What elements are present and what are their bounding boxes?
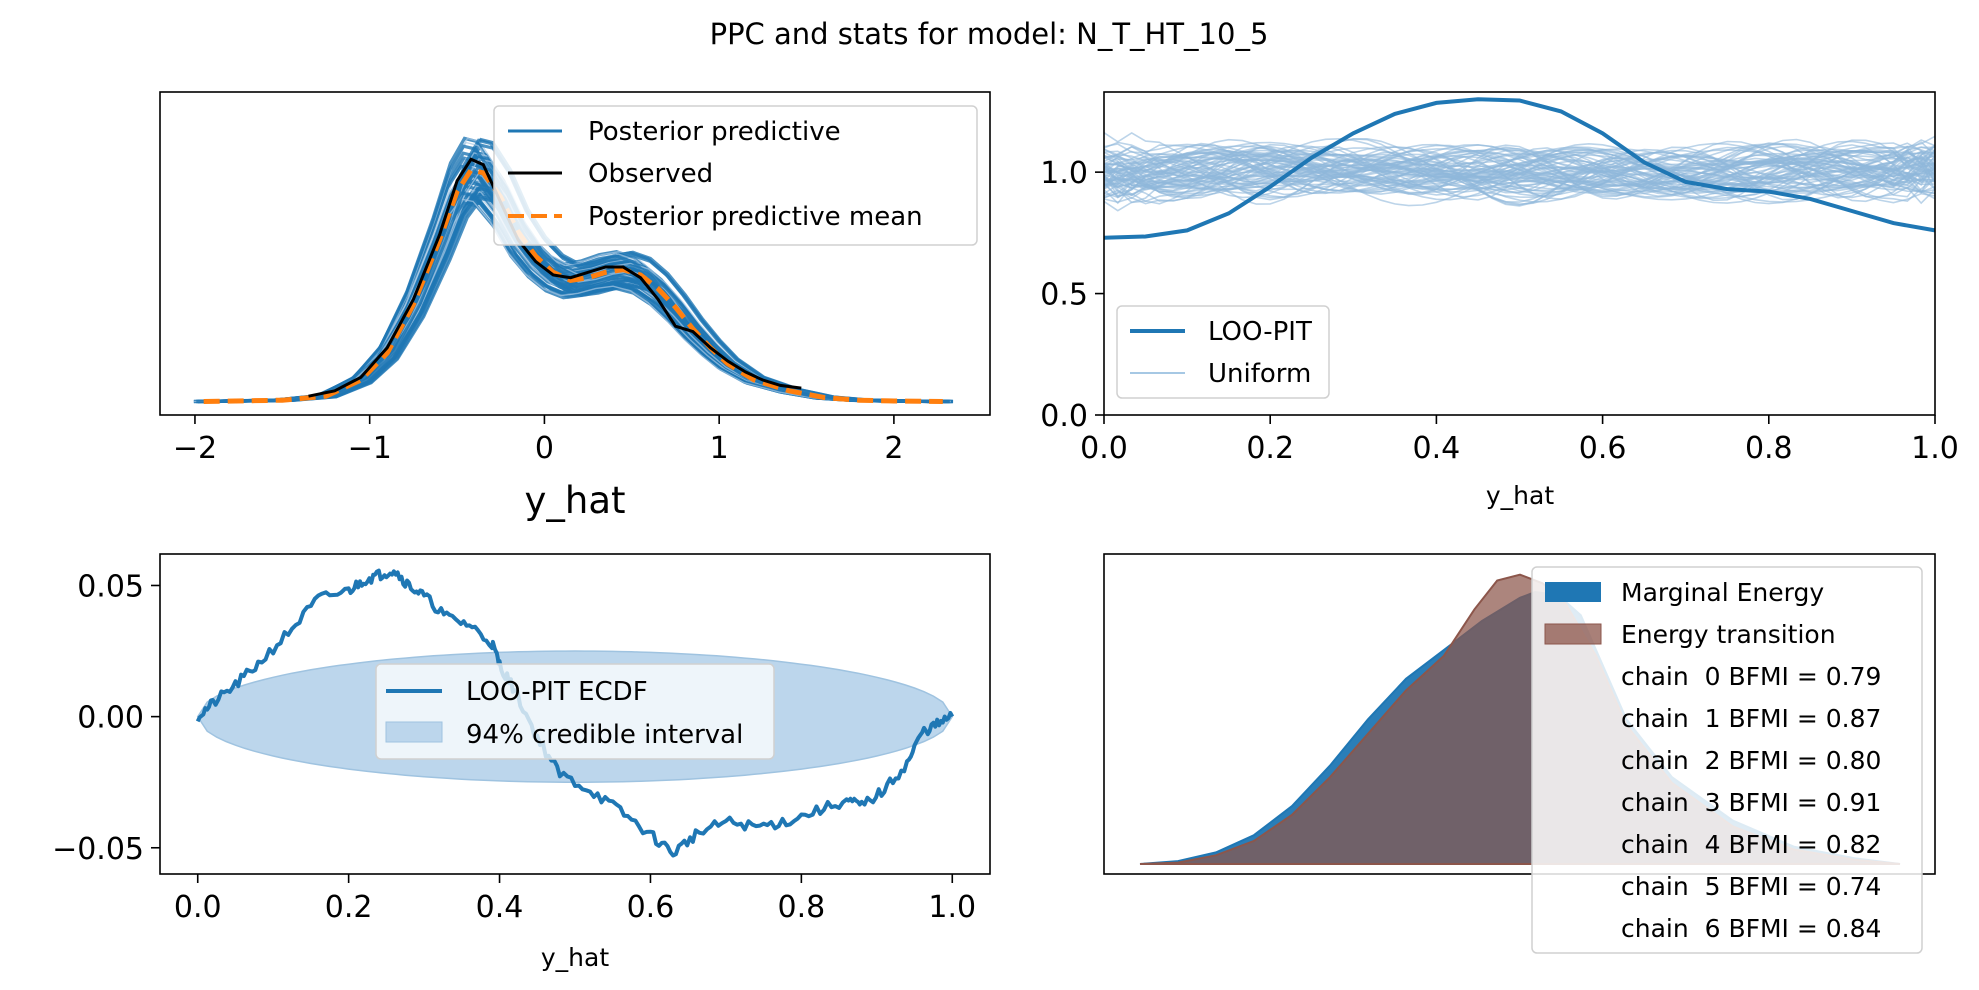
uniform-curve [1103,148,1936,200]
ecdf-axes-frame [159,553,991,875]
loo-pit-legend: LOO-PIT Uniform [1116,305,1330,399]
legend-bfmi-chain-5: chain 5 BFMI = 0.74 [1621,872,1881,901]
x-tick-label: 1.0 [1911,431,1959,466]
legend-label-ecdf: LOO-PIT ECDF [466,677,648,707]
ecdf-legend: LOO-PIT ECDF 94% credible interval [375,663,775,760]
figure-title: PPC and stats for model: N_T_HT_10_5 [710,17,1269,51]
x-tick-label: −2 [173,431,217,466]
uniform-curve [1103,152,1936,194]
x-tick-label: 0.0 [174,890,222,925]
x-tick-label: 0.8 [778,890,826,925]
observed-line [308,157,802,398]
x-tick-label: 0.4 [476,890,524,925]
y-tick-label: 0.00 [77,701,144,736]
ecdf-ticks: 0.0 0.2 0.4 0.6 0.8 1.0 −0.05 0.00 0.05 [52,569,976,925]
legend-label-energy-transition: Energy transition [1621,620,1836,649]
legend-label-uniform: Uniform [1208,359,1311,389]
y-tick-label: 1.0 [1040,156,1088,191]
legend-label-posterior-predictive: Posterior predictive [588,117,841,147]
x-tick-label: 0 [535,431,554,466]
legend-bfmi-chain-3: chain 3 BFMI = 0.91 [1621,788,1881,817]
x-tick-label: 1 [710,431,729,466]
x-tick-label: 0.0 [1080,431,1128,466]
uniform-curve [1103,151,1936,196]
x-tick-label: 0.2 [325,890,373,925]
y-tick-label: 0.0 [1040,399,1088,434]
loo-pit-axes-frame [1103,91,1936,416]
x-tick-label: 0.6 [627,890,675,925]
loo-pit-lines [1103,97,1936,240]
x-tick-label: 0.4 [1413,431,1461,466]
loo-pit-panel: 0.0 0.2 0.4 0.6 0.8 1.0 0.0 0.5 1.0 y_hat LOO-PI… [1040,91,1959,510]
energy-legend-box [1531,566,1923,954]
x-tick-label: 2 [884,431,903,466]
ppc-x-ticks: −2 −1 0 1 2 [173,415,903,466]
x-tick-label: −1 [348,431,392,466]
legend-bfmi-chain-1: chain 1 BFMI = 0.87 [1621,704,1881,733]
pp-mean-line [203,167,943,404]
legend-bfmi-chain-4: chain 4 BFMI = 0.82 [1621,830,1881,859]
ppc-panel: −2 −1 0 1 2 y_hat Posterior predictive Obser… [159,91,991,522]
ecdf-legend-box [375,663,775,760]
ecdf-panel: 0.0 0.2 0.4 0.6 0.8 1.0 −0.05 0.00 0.05 y_hat LO… [52,553,991,972]
legend-label-loo-pit: LOO-PIT [1208,317,1312,347]
ppc-x-label: y_hat [524,479,625,522]
uniform-curve [1103,139,1936,194]
legend-bfmi-chain-6: chain 6 BFMI = 0.84 [1621,914,1881,943]
ppc-axes-frame [159,91,991,416]
y-tick-label: 0.05 [77,569,144,604]
uniform-curves [1103,131,1936,212]
x-tick-label: 0.2 [1246,431,1294,466]
legend-label-credible-interval: 94% credible interval [466,720,743,750]
uniform-curve [1103,149,1936,193]
legend-bfmi-chain-2: chain 2 BFMI = 0.80 [1621,746,1881,775]
y-tick-label: −0.05 [52,832,144,867]
x-tick-label: 0.8 [1745,431,1793,466]
ecdf-x-label: y_hat [541,943,609,972]
uniform-curve [1103,153,1936,189]
legend-label-marginal-energy: Marginal Energy [1621,578,1824,607]
legend-bfmi-chain-0: chain 0 BFMI = 0.79 [1621,662,1881,691]
uniform-curve [1103,151,1936,187]
legend-label-observed: Observed [588,159,713,189]
energy-panel: Marginal Energy Energy transition chain … [1103,553,1936,954]
ppc-lines [203,157,943,404]
loo-pit-ticks: 0.0 0.2 0.4 0.6 0.8 1.0 0.0 0.5 1.0 [1040,156,1959,466]
uniform-curve [1103,138,1936,212]
legend-swatch-energy-transition [1544,623,1602,645]
uniform-curve [1103,138,1936,205]
uniform-curve [1103,145,1936,199]
y-tick-label: 0.5 [1040,278,1088,313]
x-tick-label: 1.0 [928,890,976,925]
ppc-legend: Posterior predictive Observed Posterior … [493,105,978,246]
ppc-legend-box [493,105,978,246]
loo-pit-x-label: y_hat [1486,481,1554,510]
legend-swatch-marginal-energy [1545,582,1601,602]
uniform-curve [1103,143,1936,207]
uniform-curve [1103,147,1936,194]
uniform-curve [1103,146,1936,197]
energy-legend: Marginal Energy Energy transition chain … [1531,566,1923,954]
legend-label-pp-mean: Posterior predictive mean [588,202,923,232]
energy-axes-frame [1103,553,1936,875]
legend-swatch-credible-interval [385,721,443,743]
uniform-curve [1103,147,1936,191]
uniform-curve [1103,143,1936,193]
x-tick-label: 0.6 [1579,431,1627,466]
loo-pit-line [1103,97,1936,240]
uniform-curve [1103,143,1936,191]
